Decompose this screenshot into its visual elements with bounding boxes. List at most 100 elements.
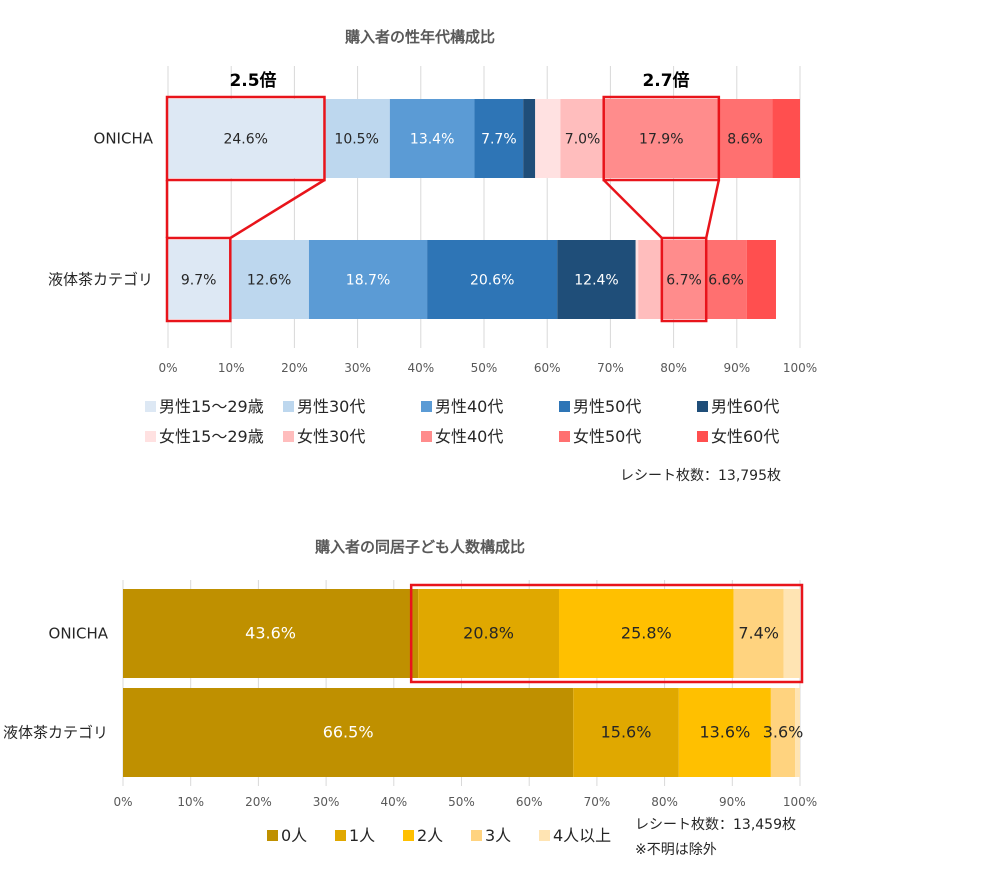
chart1-category-labels: ONICHA 液体茶カテゴリ — [48, 130, 154, 289]
bar-segment — [638, 240, 663, 319]
x-tick-label: 50% — [471, 361, 498, 375]
bar-segment — [558, 589, 734, 678]
x-tick-label: 70% — [597, 361, 624, 375]
x-tick-label: 100% — [783, 361, 817, 375]
data-label: 7.4% — [738, 624, 779, 643]
legend-swatch — [145, 431, 156, 442]
data-label: 13.6% — [699, 723, 750, 742]
chart2-data-labels: 43.6% 20.8% 25.8% 7.4% 66.5% 15.6% 13.6% 3.6% — [245, 624, 803, 742]
bar-segment — [795, 688, 800, 777]
bar-segment — [662, 240, 706, 319]
bar-segment — [678, 688, 771, 777]
legend-label: 男性60代 — [711, 397, 779, 416]
legend-swatch — [697, 431, 708, 442]
bar-segment — [323, 99, 390, 178]
x-tick-label: 0% — [158, 361, 177, 375]
connector-line — [704, 179, 721, 239]
bar-segment — [560, 99, 605, 178]
chart1-data-labels: 24.6% 10.5% 13.4% 7.7% 7.0% 17.9% 8.6% 9.7% 12.6… — [181, 132, 763, 289]
data-label: 20.8% — [463, 624, 514, 643]
x-tick-label: 100% — [783, 795, 817, 809]
x-tick-label: 40% — [407, 361, 434, 375]
data-label: 12.6% — [247, 273, 291, 289]
x-tick-label: 20% — [281, 361, 308, 375]
data-label: 7.0% — [565, 132, 601, 148]
legend-label: 4人以上 — [553, 826, 611, 845]
chart2-title: 購入者の同居子ども人数構成比 — [314, 538, 525, 556]
legend-swatch — [559, 401, 570, 412]
data-label: 9.7% — [181, 273, 217, 289]
legend-label: 女性60代 — [711, 427, 779, 446]
chart2-highlights — [409, 583, 804, 684]
bar-segment — [389, 99, 475, 178]
x-tick-label: 80% — [660, 361, 687, 375]
category-label: ONICHA — [94, 130, 154, 148]
x-tick-label: 40% — [380, 795, 407, 809]
bar-segment — [783, 589, 800, 678]
chart2-legend: 0人 1人 2人 3人 4人以上 — [267, 826, 611, 845]
legend-swatch — [335, 830, 346, 841]
x-tick-label: 60% — [516, 795, 543, 809]
data-label: 20.6% — [470, 273, 514, 289]
data-label: 15.6% — [601, 723, 652, 742]
highlight-box-top-left — [165, 95, 326, 182]
legend-swatch — [145, 401, 156, 412]
data-label: 3.6% — [763, 723, 804, 742]
chart1-title: 購入者の性年代構成比 — [344, 28, 495, 46]
data-label: 43.6% — [245, 624, 296, 643]
legend-swatch — [403, 830, 414, 841]
chart1-bars — [168, 99, 800, 319]
legend-label: 0人 — [281, 826, 307, 845]
legend-label: 2人 — [417, 826, 443, 845]
bar-segment — [733, 589, 784, 678]
legend-swatch — [421, 431, 432, 442]
bar-segment — [123, 589, 419, 678]
bar-segment — [557, 240, 636, 319]
x-tick-label: 0% — [113, 795, 132, 809]
legend-label: 男性30代 — [297, 397, 365, 416]
data-label: 66.5% — [323, 723, 374, 742]
legend-label: 男性15～29歳 — [159, 397, 264, 416]
data-label: 12.4% — [574, 273, 618, 289]
ratio-label-left: 2.5倍 — [229, 70, 276, 91]
highlight-box — [409, 583, 804, 684]
bar-segment — [573, 688, 679, 777]
category-label: 液体茶カテゴリ — [48, 271, 153, 289]
bar-segment — [229, 240, 309, 319]
bar-segment — [427, 240, 558, 319]
data-label: 8.6% — [727, 132, 763, 148]
legend-swatch — [559, 431, 570, 442]
x-tick-label: 80% — [651, 795, 678, 809]
x-tick-label: 70% — [584, 795, 611, 809]
data-label: 24.6% — [223, 132, 267, 148]
chart2-category-labels: ONICHA 液体茶カテゴリ — [3, 625, 109, 742]
highlight-box-bottom-right — [660, 236, 708, 323]
legend-swatch — [697, 401, 708, 412]
x-tick-label: 90% — [719, 795, 746, 809]
bar-segment — [772, 99, 800, 178]
data-label: 7.7% — [481, 132, 517, 148]
highlight-box-top-right — [602, 95, 721, 182]
data-label: 25.8% — [621, 624, 672, 643]
chart2-x-ticks: 0% 10% 20% 30% 40% 50% 60% 70% 80% 90% 100% — [113, 795, 817, 809]
bar-segment — [418, 589, 559, 678]
chart2-gridlines — [122, 580, 801, 786]
legend-swatch — [539, 830, 550, 841]
data-label: 17.9% — [639, 132, 683, 148]
bar-segment — [523, 99, 536, 178]
connector-line — [602, 179, 663, 239]
ratio-label-right: 2.7倍 — [642, 70, 689, 91]
x-tick-label: 60% — [534, 361, 561, 375]
x-tick-label: 10% — [218, 361, 245, 375]
chart-gender-age: 購入者の性年代構成比 ONICHA 液体茶カテゴリ 24.6% 10.5% 13.4%… — [48, 28, 817, 484]
legend-swatch — [283, 431, 294, 442]
bar-segment — [770, 688, 796, 777]
legend-label: 女性30代 — [297, 427, 365, 446]
category-label: 液体茶カテゴリ — [3, 724, 108, 742]
legend-label: 女性40代 — [435, 427, 503, 446]
data-label: 18.7% — [346, 273, 390, 289]
bar-segment — [308, 240, 428, 319]
x-tick-label: 50% — [448, 795, 475, 809]
bar-segment — [717, 99, 773, 178]
